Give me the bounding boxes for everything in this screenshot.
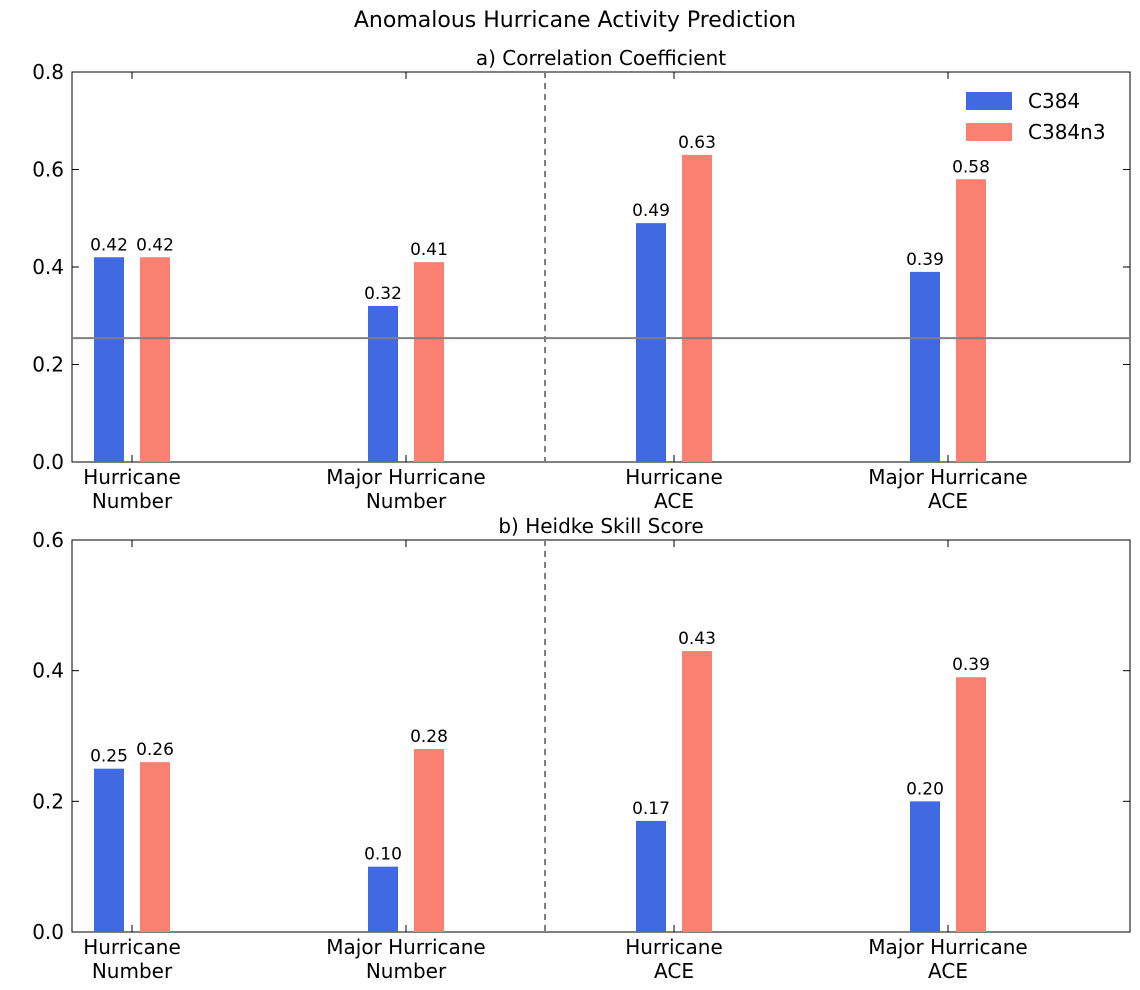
bar-c384n3 xyxy=(414,262,444,462)
legend-swatch xyxy=(966,123,1012,141)
bar-value-label: 0.63 xyxy=(678,133,716,153)
bar-c384 xyxy=(94,768,124,932)
x-tick-label: Hurricane ACE xyxy=(625,465,723,513)
x-tick-label: Hurricane Number xyxy=(83,935,181,983)
bar-c384 xyxy=(368,306,398,462)
bar-c384 xyxy=(910,271,940,462)
bar-c384 xyxy=(636,820,666,932)
y-tick-label: 0.2 xyxy=(32,789,64,813)
bar-value-label: 0.10 xyxy=(364,845,402,865)
bar-value-label: 0.42 xyxy=(136,235,174,255)
x-tick-label: Major Hurricane ACE xyxy=(868,935,1027,983)
y-tick-label: 0.2 xyxy=(32,353,64,377)
bar-c384n3 xyxy=(140,257,170,462)
legend-label: C384n3 xyxy=(1028,120,1106,144)
x-tick-label: Hurricane Number xyxy=(83,465,181,513)
bar-value-label: 0.17 xyxy=(632,799,670,819)
bar-c384 xyxy=(636,223,666,462)
legend-label: C384 xyxy=(1028,89,1080,113)
bar-c384n3 xyxy=(956,677,986,932)
bar-value-label: 0.28 xyxy=(410,727,448,747)
bar-c384n3 xyxy=(682,651,712,932)
y-tick-label: 0.0 xyxy=(32,920,64,944)
y-tick-label: 0.0 xyxy=(32,450,64,474)
bar-c384 xyxy=(368,866,398,932)
bar-value-label: 0.43 xyxy=(678,629,716,649)
legend: C384 C384n3 xyxy=(966,89,1106,144)
y-tick-label: 0.4 xyxy=(32,659,64,683)
bar-value-label: 0.39 xyxy=(906,250,944,270)
bar-c384n3 xyxy=(682,154,712,462)
bar-value-label: 0.20 xyxy=(906,779,944,799)
bar-value-label: 0.49 xyxy=(632,201,670,221)
bar-value-label: 0.41 xyxy=(410,240,448,260)
bar-c384 xyxy=(910,801,940,932)
y-tick-label: 0.8 xyxy=(32,60,64,84)
panel-heidke-skill-score: b) Heidke Skill Score 0.0 0.2 0.4 0.6 Hurrica… xyxy=(32,514,1131,983)
bar-value-label: 0.39 xyxy=(952,655,990,675)
panel-correlation-coefficient: a) Correlation Coefficient 0.0 0.2 0.4 0.6 0.… xyxy=(32,46,1131,513)
x-tick-label: Major Hurricane ACE xyxy=(868,465,1027,513)
bar-value-label: 0.58 xyxy=(952,157,990,177)
bar-value-label: 0.32 xyxy=(364,284,402,304)
bar-c384 xyxy=(94,257,124,462)
panel-title: a) Correlation Coefficient xyxy=(476,46,726,70)
bar-value-label: 0.25 xyxy=(90,747,128,767)
panel-title: b) Heidke Skill Score xyxy=(498,514,703,538)
x-tick-label: Hurricane ACE xyxy=(625,935,723,983)
y-tick-label: 0.4 xyxy=(32,255,64,279)
bar-c384n3 xyxy=(140,762,170,932)
bar-value-label: 0.42 xyxy=(90,235,128,255)
x-tick-label: Major Hurricane Number xyxy=(326,465,485,513)
bar-value-label: 0.26 xyxy=(136,740,174,760)
bar-c384n3 xyxy=(956,179,986,462)
x-tick-label: Major Hurricane Number xyxy=(326,935,485,983)
y-tick-label: 0.6 xyxy=(32,158,64,182)
legend-swatch xyxy=(966,92,1012,110)
plot-area xyxy=(71,539,1131,933)
plot-area xyxy=(71,71,1131,463)
bar-c384n3 xyxy=(414,749,444,932)
figure-title: Anomalous Hurricane Activity Prediction xyxy=(354,8,796,33)
y-tick-label: 0.6 xyxy=(32,528,64,552)
